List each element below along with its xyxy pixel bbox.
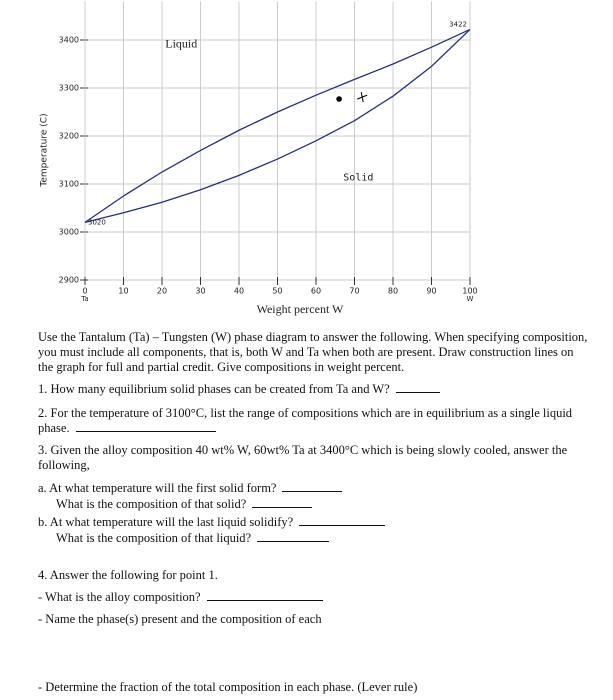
y-tick-label: 3000 — [59, 228, 79, 237]
x-tick-label: 100 — [462, 287, 477, 296]
answer-blank[interactable] — [282, 481, 343, 492]
answer-blank[interactable] — [257, 531, 330, 542]
question-text: 1. How many equilibrium solid phases can… — [38, 382, 390, 396]
y-tick-label: 3300 — [59, 84, 79, 93]
question: What is the composition of that solid? — [38, 497, 606, 512]
question-text: What is the composition of that solid? — [56, 497, 247, 511]
annotation: W — [467, 295, 474, 303]
question: 3. Given the alloy composition 40 wt% W,… — [38, 443, 568, 472]
x-tick-label: 50 — [272, 287, 282, 296]
intro: Use the Tantalum (Ta) – Tungsten (W) pha… — [38, 330, 588, 374]
question-text: b. At what temperature will the last liq… — [38, 515, 294, 529]
question: 2. For the temperature of 3100°C, list t… — [38, 406, 588, 436]
x-tick-label: 30 — [195, 287, 205, 296]
y-tick-label: 3200 — [59, 132, 79, 141]
x-tick-label: 0 — [82, 287, 87, 296]
question-text: - What is the alloy composition? — [38, 590, 201, 604]
answer-blank[interactable] — [206, 590, 323, 601]
y-tick-label: 2900 — [59, 276, 79, 285]
question: a. At what temperature will the first so… — [38, 481, 588, 496]
question-text: a. At what temperature will the first so… — [38, 481, 277, 495]
question: - Name the phase(s) present and the comp… — [38, 612, 322, 626]
x-tick-label: 70 — [349, 287, 359, 296]
question: What is the composition of that liquid? — [38, 531, 606, 546]
answer-blank[interactable] — [299, 515, 386, 526]
question-text: What is the composition of that liquid? — [56, 531, 252, 545]
annotation: Solid — [343, 172, 373, 183]
question: 1. How many equilibrium solid phases can… — [38, 382, 588, 397]
annotation: 3422 — [449, 20, 467, 28]
answer-blank[interactable] — [252, 497, 313, 508]
question: 4. Answer the following for point 1. — [38, 568, 218, 582]
answer-blank[interactable] — [395, 382, 440, 393]
y-axis-title: Temperature (C) — [40, 113, 50, 187]
x-tick-label: 10 — [118, 287, 128, 296]
point — [357, 92, 368, 103]
x-tick-label: 90 — [426, 287, 436, 296]
y-tick-label: 3400 — [59, 36, 79, 45]
y-tick-label: 3100 — [59, 180, 79, 189]
phase-diagram: Weight percent W Temperature (C) 2900300… — [40, 1, 478, 316]
x-tick-label: 40 — [234, 287, 244, 296]
point — [336, 96, 342, 102]
x-tick-label: 20 — [157, 287, 167, 296]
phase-boundary — [84, 28, 471, 223]
annotation: Ta — [80, 295, 88, 303]
annotation: 3020 — [88, 218, 106, 226]
question: b. At what temperature will the last liq… — [38, 515, 588, 530]
question: - What is the alloy composition? — [38, 590, 588, 605]
annotation: Liquid — [165, 37, 197, 51]
x-tick-label: 60 — [311, 287, 321, 296]
answer-blank[interactable] — [75, 421, 216, 432]
x-axis-title: Weight percent W — [257, 302, 344, 316]
question-text: 2. For the temperature of 3100°C, list t… — [38, 406, 573, 435]
x-tick-label: 80 — [388, 287, 398, 296]
question: - Determine the fraction of the total co… — [38, 680, 418, 694]
phase-boundary — [84, 28, 471, 224]
